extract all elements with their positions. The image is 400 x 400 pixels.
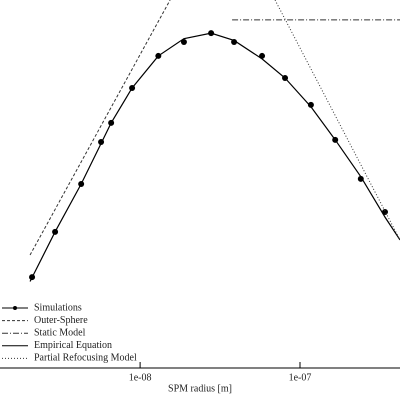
legend-label: Empirical Equation [34, 340, 112, 351]
legend-label: Static Model [34, 327, 86, 338]
data-point [180, 38, 187, 45]
x-tick-label: 1e-08 [129, 372, 152, 383]
x-tick-label: 1e-07 [289, 372, 312, 383]
legend-label: Outer-Sphere [34, 315, 88, 326]
series-line [274, 0, 400, 241]
series-line [29, 0, 171, 256]
data-point [307, 101, 314, 108]
data-point [357, 175, 364, 182]
legend-label: Partial Refocusing Model [34, 353, 137, 364]
legend-swatch [13, 306, 17, 310]
series-line [29, 32, 400, 282]
legend-label: Simulations [34, 302, 82, 313]
x-axis-label: SPM radius [m] [168, 383, 232, 394]
